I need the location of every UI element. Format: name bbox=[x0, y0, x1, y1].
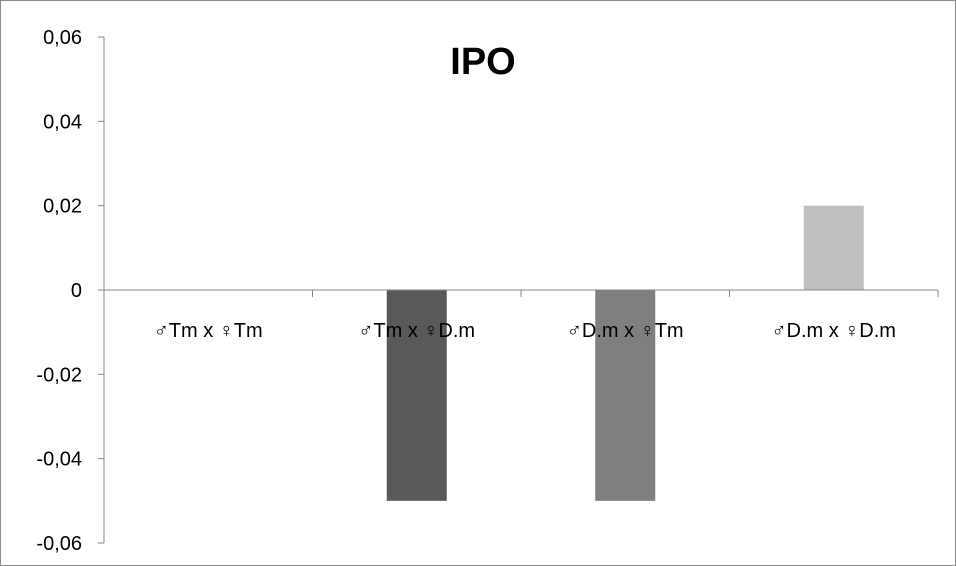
bar-4 bbox=[803, 205, 864, 290]
y-tick-label: 0,02 bbox=[43, 196, 82, 218]
y-tick-label: -0,02 bbox=[36, 364, 82, 386]
bar-3 bbox=[595, 290, 656, 501]
y-tick-label: -0,06 bbox=[36, 533, 82, 555]
y-tick-label: 0,06 bbox=[43, 27, 82, 49]
y-tick-label: 0,04 bbox=[43, 111, 82, 133]
x-tick-label: ♂Tm x ♀Tm bbox=[154, 320, 263, 342]
y-tick-label: -0,04 bbox=[36, 449, 82, 471]
bar-2 bbox=[386, 290, 447, 501]
x-tick-label: ♂D.m x ♀D.m bbox=[772, 320, 896, 342]
y-tick-label: 0 bbox=[71, 280, 82, 302]
chart-title: IPO bbox=[450, 41, 515, 83]
plot-area: 0,06 0,04 0,02 0 -0,02 -0,04 -0,06 ♂Tm x ♀Tm ♂Tm… bbox=[36, 27, 939, 555]
x-tick-label: ♂D.m x ♀Tm bbox=[567, 320, 684, 342]
x-tick-label: ♂Tm x ♀D.m bbox=[358, 320, 475, 342]
